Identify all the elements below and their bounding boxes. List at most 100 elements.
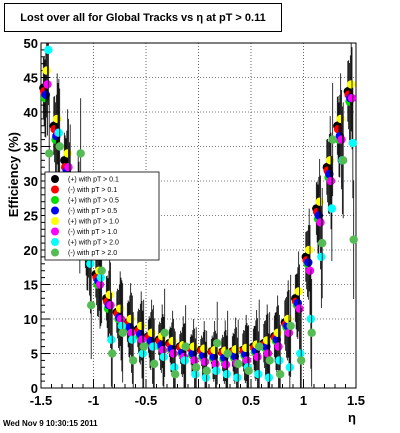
data-point [209, 352, 219, 362]
y-tick-label: 35 [24, 140, 38, 155]
data-point [244, 366, 253, 375]
data-point [253, 352, 262, 362]
y-tick-label: 20 [24, 243, 38, 258]
y-tick-label: 50 [24, 36, 38, 51]
footer-timestamp: Wed Nov 9 10:30:15 2011 [3, 419, 98, 428]
data-point [115, 304, 125, 313]
data-point [325, 156, 335, 165]
x-tick-label: 0 [195, 393, 202, 408]
data-point [326, 176, 336, 186]
data-point [307, 328, 316, 337]
data-point [231, 345, 240, 354]
data-point [107, 349, 117, 358]
data-point [63, 149, 72, 158]
data-point [223, 349, 232, 358]
data-point [336, 114, 345, 124]
data-point [116, 314, 126, 324]
data-point [54, 128, 64, 137]
data-point [201, 373, 211, 382]
legend-entry: (+) with pT > 0.1 [68, 177, 119, 184]
data-point [137, 335, 147, 344]
data-point [275, 370, 285, 379]
data-point [136, 321, 146, 331]
legend-marker [51, 227, 59, 236]
data-point [76, 149, 85, 158]
data-point [296, 349, 305, 358]
data-point [338, 156, 348, 165]
x-tick-label: 1.5 [347, 393, 365, 408]
data-point [349, 235, 358, 244]
data-point [43, 80, 52, 89]
data-point [86, 259, 95, 268]
data-point [95, 280, 105, 289]
x-tick-label: -0.5 [135, 393, 157, 408]
data-point [305, 266, 315, 275]
data-point [191, 370, 200, 379]
data-point [138, 349, 148, 358]
data-point [285, 363, 295, 372]
data-point [168, 336, 177, 346]
data-point [222, 370, 232, 379]
data-point [189, 342, 198, 351]
legend: (+) with pT > 0.1 (-) with pT > 0.1 (+) wi… [44, 171, 160, 261]
data-point [181, 342, 190, 351]
data-point [42, 66, 51, 75]
data-point [314, 211, 324, 220]
data-point [126, 314, 135, 324]
data-point [295, 304, 304, 313]
data-point [52, 114, 62, 124]
data-point [128, 335, 137, 344]
legend-entry: (-) with pT > 0.5 [68, 208, 117, 215]
data-point [106, 301, 115, 310]
y-tick-label: 15 [24, 278, 38, 293]
data-point [169, 349, 178, 358]
data-point [325, 169, 334, 179]
data-point [241, 343, 251, 353]
legend-marker [51, 185, 59, 194]
data-point [265, 356, 274, 365]
data-point [211, 359, 220, 369]
data-point [210, 345, 219, 355]
legend-marker [51, 238, 59, 246]
data-point [275, 356, 284, 365]
data-point [333, 125, 343, 134]
data-point [44, 45, 53, 55]
data-point [127, 328, 136, 337]
data-point [212, 366, 221, 375]
data-point [118, 328, 127, 337]
data-point [128, 356, 138, 365]
y-tick-label: 40 [24, 105, 38, 120]
data-point [64, 163, 73, 172]
data-point [284, 328, 294, 337]
legend-marker [51, 217, 59, 225]
x-tick-label: -1 [88, 393, 100, 408]
data-point [191, 363, 201, 372]
data-point [97, 266, 106, 275]
data-point [327, 204, 337, 213]
legend-entry: (+) with pT > 1.0 [68, 219, 119, 226]
data-point [283, 314, 293, 324]
legend-entry: (+) with pT > 2.0 [68, 240, 119, 247]
data-point [263, 349, 273, 358]
data-point [262, 336, 272, 345]
data-point [107, 335, 116, 344]
data-point [274, 342, 283, 351]
legend-marker [51, 206, 59, 215]
data-point [86, 301, 96, 310]
data-point [273, 328, 282, 337]
legend-entry: (-) with pT > 2.0 [68, 250, 117, 257]
data-point [170, 370, 180, 379]
data-point [160, 328, 169, 337]
data-point [212, 338, 222, 348]
data-point [170, 363, 179, 372]
data-point [286, 321, 295, 331]
data-point [41, 90, 51, 99]
data-point [347, 94, 357, 103]
data-point [242, 356, 252, 365]
data-point [44, 149, 54, 158]
data-point [221, 360, 231, 369]
data-point [105, 290, 114, 300]
data-point [199, 344, 209, 353]
data-point [304, 245, 314, 255]
